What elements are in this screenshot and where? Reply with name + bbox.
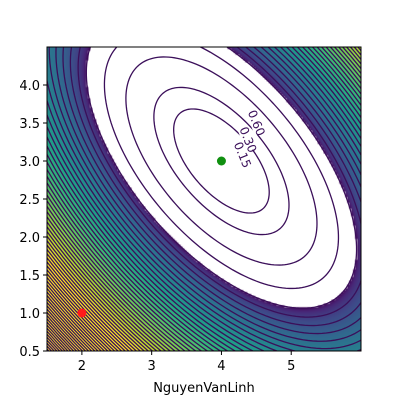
contour-line-3 <box>103 47 340 290</box>
contour-line-13 <box>47 47 361 351</box>
contour-line-8 <box>55 47 361 342</box>
contour-line-14 <box>47 47 361 351</box>
y-tick-label: 1.0 <box>19 307 40 322</box>
contour-line-1 <box>153 86 290 236</box>
contour-line-11 <box>47 47 361 351</box>
x-tick-label: 5 <box>287 359 295 374</box>
contour-line-6 <box>69 47 361 327</box>
x-axis-title: NguyenVanLinh <box>153 381 255 396</box>
x-tick-label: 2 <box>78 359 86 374</box>
x-tick-label: 4 <box>217 359 225 374</box>
y-tick-label: 4.0 <box>19 79 40 94</box>
contour-line-4 <box>85 47 358 309</box>
minimum-point <box>216 156 226 166</box>
y-tick-label: 2.0 <box>19 231 40 246</box>
contour-line-7 <box>62 47 361 335</box>
contour-line-0 <box>173 108 270 214</box>
y-tick-label: 3.0 <box>19 155 40 170</box>
contour-line-12 <box>47 47 361 351</box>
y-tick-label: 2.5 <box>19 193 40 208</box>
y-tick-label: 1.5 <box>19 269 40 284</box>
filled-contour-image <box>47 47 361 351</box>
contour-label-bg-1 <box>238 127 258 153</box>
contour-line-2 <box>125 56 318 266</box>
contour-line-9 <box>48 47 361 350</box>
contour-line-17 <box>47 47 361 351</box>
contour-label-bg-0 <box>246 110 267 136</box>
contour-label-bg-2 <box>232 142 253 168</box>
y-tick-label: 0.5 <box>19 345 40 360</box>
y-tick-label: 3.5 <box>19 117 40 132</box>
x-tick-label: 3 <box>148 359 156 374</box>
y-axis: 0.5 1.0 1.5 2.0 2.5 3.0 3.5 4.0 <box>19 79 47 360</box>
start-point <box>77 308 87 318</box>
contour-line-15 <box>47 47 361 351</box>
x-axis: 2 3 4 5 <box>78 351 295 374</box>
contour-line-16 <box>47 47 361 351</box>
markers <box>77 156 226 318</box>
contour-line-5 <box>77 47 361 318</box>
contour-line-10 <box>47 47 361 351</box>
